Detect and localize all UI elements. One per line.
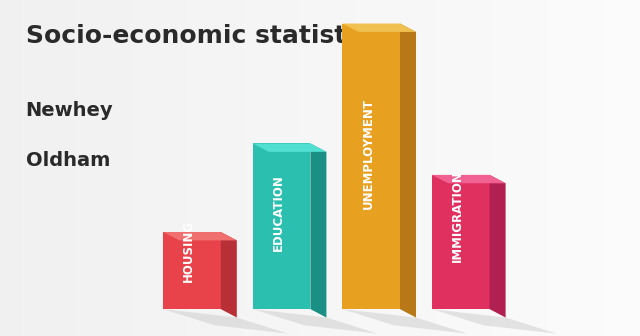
Polygon shape (342, 309, 467, 334)
Polygon shape (221, 232, 237, 318)
Polygon shape (432, 175, 506, 183)
Polygon shape (163, 232, 237, 241)
Polygon shape (490, 175, 506, 318)
Polygon shape (253, 309, 378, 334)
Text: Oldham: Oldham (26, 151, 110, 170)
Text: Socio-economic statistics: Socio-economic statistics (26, 24, 384, 47)
Polygon shape (400, 24, 416, 318)
Polygon shape (432, 309, 557, 334)
Text: Newhey: Newhey (26, 101, 113, 120)
Polygon shape (310, 143, 326, 318)
Text: UNEMPLOYMENT: UNEMPLOYMENT (362, 98, 374, 209)
Polygon shape (342, 24, 416, 32)
Polygon shape (253, 143, 310, 309)
Polygon shape (432, 175, 490, 309)
Text: IMMIGRATION: IMMIGRATION (451, 170, 464, 262)
Text: EDUCATION: EDUCATION (272, 174, 285, 251)
Polygon shape (163, 309, 288, 334)
Text: HOUSING: HOUSING (182, 220, 195, 282)
Polygon shape (163, 232, 221, 309)
Polygon shape (253, 143, 326, 152)
Polygon shape (342, 24, 400, 309)
